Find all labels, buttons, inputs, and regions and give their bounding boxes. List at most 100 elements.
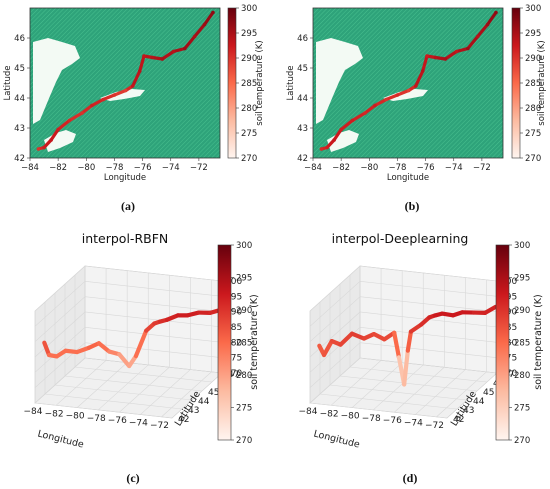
- x-tick-label: −78: [105, 163, 123, 173]
- panel-label-a: (a): [121, 199, 135, 213]
- track-segment: [384, 93, 400, 102]
- colorbar-tick-label: 290: [241, 54, 257, 64]
- track-segment: [42, 340, 52, 358]
- grid-line: [34, 296, 223, 342]
- track-point: [130, 84, 135, 88]
- track-segment: [202, 10, 215, 27]
- track-point: [36, 147, 41, 151]
- y-tick-label: 43: [14, 124, 25, 134]
- track-segment: [96, 341, 112, 354]
- track-segment: [476, 22, 490, 39]
- y-tick-label: 42: [453, 415, 464, 425]
- z-tick-label: 285: [225, 323, 242, 333]
- colorbar-tick-label: 270: [241, 154, 257, 164]
- track-point: [211, 10, 215, 15]
- y-tick-label: 44: [297, 94, 308, 104]
- grid-line: [309, 342, 498, 388]
- track-point: [123, 88, 128, 93]
- track-point: [425, 54, 429, 58]
- track-segment: [373, 97, 388, 108]
- x-tick-label: −72: [190, 163, 208, 173]
- x-tick-label: −72: [150, 421, 169, 431]
- grid-line: [34, 342, 223, 388]
- y-tick-label: 42: [14, 154, 25, 164]
- track-a: [36, 10, 215, 151]
- track-segment: [349, 331, 367, 341]
- y-axis-label-a: Latitude: [3, 66, 13, 101]
- x-tick-label: −84: [24, 407, 43, 417]
- track-point: [494, 10, 498, 15]
- track-point: [192, 34, 197, 39]
- x-tick-label: −72: [425, 421, 444, 431]
- track-point: [363, 111, 367, 115]
- track-point: [160, 57, 165, 61]
- x-tick-label: −74: [162, 163, 180, 173]
- x-tick-label: −80: [341, 412, 360, 422]
- colorbar-ticks-b: 270 275 280 285 290 295 300: [520, 4, 541, 164]
- x-tick-label: −80: [77, 163, 95, 173]
- track-segment: [112, 88, 128, 97]
- colorbar-tick-label: 300: [514, 241, 530, 251]
- track-point: [101, 97, 105, 102]
- track-segment: [183, 34, 197, 51]
- lake-ontario-b: [383, 89, 428, 101]
- colorbar-tick-label: 290: [236, 306, 252, 316]
- colorbar-tick-label: 295: [241, 29, 257, 39]
- y-tick-label: 45: [14, 64, 25, 74]
- axis-ticks-a: −84 −82 −80 −78 −76 −74 −72 42 43 44 45 46: [14, 34, 208, 173]
- x-axis-label-c: Longitude: [36, 429, 85, 451]
- colorbar-tick-label: 295: [236, 274, 252, 284]
- x-tick-label: −74: [404, 419, 423, 429]
- colorbar-ticks-a: 270 275 280 285 290 295 300: [236, 4, 257, 164]
- colorbar-tick-label: 290: [514, 306, 530, 316]
- track-segment: [395, 88, 411, 97]
- track-point: [406, 88, 411, 93]
- lake-huron-a: [33, 38, 80, 124]
- x-tick-label: −82: [49, 163, 67, 173]
- colorbar-label-b: soil temperature (K): [537, 40, 547, 125]
- track-point: [49, 138, 53, 142]
- grid-line: [309, 281, 498, 327]
- colorbar-tick-label: 290: [525, 54, 541, 64]
- colorbar-tick-label: 300: [241, 4, 257, 14]
- panel-b: −84 −82 −80 −78 −76 −74 −72 42 43 44 45 46 Longitud…: [286, 4, 547, 213]
- colorbar-label-d: soil temperature (K): [533, 294, 544, 389]
- y-tick-label: 42: [297, 154, 308, 164]
- colorbar-tick-label: 280: [514, 371, 530, 381]
- grid-line: [309, 265, 498, 312]
- track-point: [67, 118, 72, 123]
- colorbar-tick-label: 275: [514, 404, 530, 414]
- grid-line: [309, 327, 498, 373]
- track-segment: [133, 328, 149, 359]
- track-segment: [56, 118, 72, 132]
- track-point: [373, 103, 377, 108]
- z-tick-label: 295: [225, 292, 242, 302]
- y-tick-label: 44: [14, 94, 25, 104]
- x-tick-label: −80: [66, 412, 85, 422]
- track-segment: [363, 103, 377, 115]
- axis-ticks-b: −84 −82 −80 −78 −76 −74 −72 42 43 44 45 46: [297, 34, 491, 173]
- colorbar-label-c: soil temperature (K): [249, 294, 260, 389]
- lake-huron-b: [316, 38, 363, 124]
- colorbar-tick-label: 285: [514, 339, 530, 349]
- track-point: [466, 46, 470, 51]
- track-segment: [466, 34, 480, 51]
- colorbar-tick-label: 275: [241, 129, 257, 139]
- colorbar-tick-label: 270: [514, 436, 530, 446]
- colorbar-tick-label: 270: [525, 154, 541, 164]
- track-point: [332, 138, 336, 142]
- track-segment: [405, 329, 414, 353]
- track-point: [420, 69, 425, 73]
- colorbar-tick-label: 275: [236, 404, 252, 414]
- track-segment: [402, 348, 410, 387]
- x-tick-label: −76: [383, 416, 402, 426]
- track-point: [80, 111, 84, 115]
- track-point: [112, 93, 117, 97]
- track-segment: [454, 46, 470, 54]
- colorbar-tick-label: 295: [514, 274, 530, 284]
- colorbar-tick-label: 270: [236, 436, 252, 446]
- colorbar-tick-label: 300: [236, 241, 252, 251]
- grid-line: [34, 311, 223, 358]
- x-tick-label: −84: [21, 163, 39, 173]
- z-tick-label: 280: [225, 338, 242, 348]
